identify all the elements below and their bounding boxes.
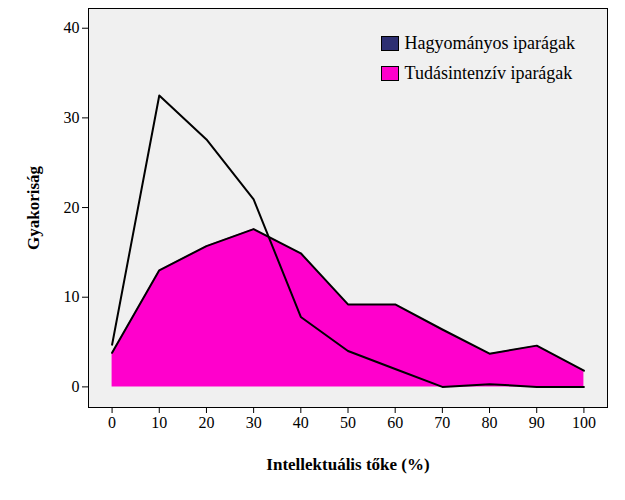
svg-text:100: 100 bbox=[572, 414, 596, 431]
svg-text:70: 70 bbox=[434, 414, 450, 431]
svg-text:50: 50 bbox=[340, 414, 356, 431]
svg-text:40: 40 bbox=[293, 414, 309, 431]
svg-text:0: 0 bbox=[72, 378, 80, 395]
svg-text:0: 0 bbox=[108, 414, 116, 431]
svg-text:20: 20 bbox=[198, 414, 214, 431]
svg-text:30: 30 bbox=[64, 109, 80, 126]
html-text:Tudásintenzív iparágak: Tudásintenzív iparágak bbox=[404, 62, 573, 83]
html-text:Hagyományos iparágak: Hagyományos iparágak bbox=[404, 32, 575, 53]
svg-text:Intellektuális tőke (%): Intellektuális tőke (%) bbox=[266, 455, 429, 474]
svg-text:90: 90 bbox=[529, 414, 545, 431]
svg-text:80: 80 bbox=[482, 414, 498, 431]
svg-text:40: 40 bbox=[64, 19, 80, 36]
svg-text:10: 10 bbox=[151, 414, 167, 431]
svg-text:10: 10 bbox=[64, 288, 80, 305]
svg-text:30: 30 bbox=[246, 414, 262, 431]
svg-text:20: 20 bbox=[64, 199, 80, 216]
svg-text:60: 60 bbox=[387, 414, 403, 431]
svg-text:Gyakoriság: Gyakoriság bbox=[24, 165, 43, 250]
